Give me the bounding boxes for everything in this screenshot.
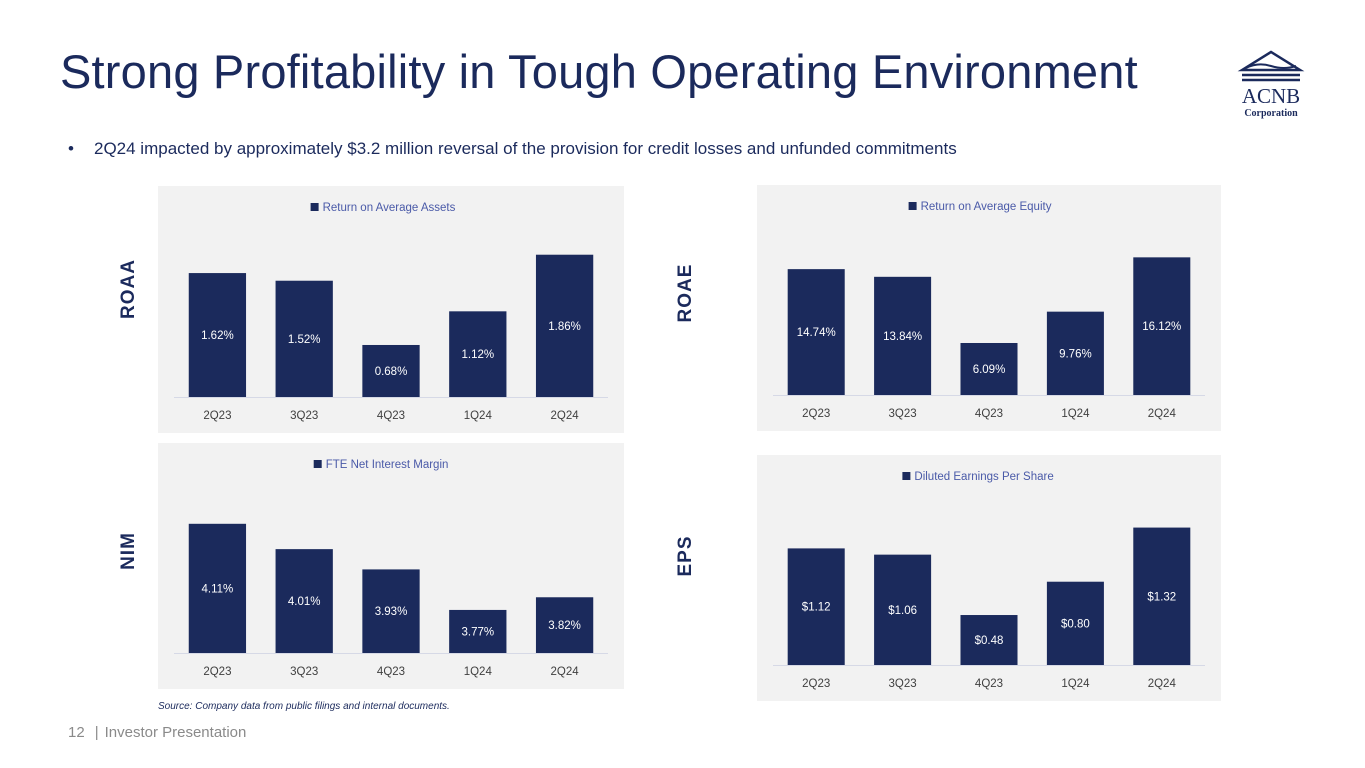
data-label: 3.82%: [548, 620, 581, 632]
side-label-roaa: ROAA: [118, 259, 139, 319]
bar-3q23: [874, 276, 932, 395]
bar-1q24: [449, 609, 507, 653]
bar-2q24: [1133, 527, 1191, 665]
acnb-logo: ACNB Corporation: [1237, 50, 1305, 119]
bar-3q23: [275, 549, 333, 653]
chart-roae: Return on Average Equity 14.74% 2Q23 13.84%…: [773, 201, 1205, 420]
x-tick-label: 2Q23: [802, 678, 830, 690]
source-note: Source: Company data from public filings…: [158, 701, 450, 712]
legend-label: Return on Average Equity: [921, 201, 1052, 213]
x-tick-label: 2Q24: [1148, 408, 1177, 420]
legend-label: Diluted Earnings Per Share: [914, 471, 1053, 483]
bullet-text: 2Q24 impacted by approximately $3.2 mill…: [94, 139, 957, 158]
side-label-nim: NIM: [118, 532, 139, 570]
x-tick-label: 2Q24: [1148, 678, 1177, 690]
legend-swatch: [313, 460, 322, 468]
footer-separator: |: [94, 724, 99, 741]
x-tick-label: 2Q23: [203, 666, 231, 678]
legend-label: FTE Net Interest Margin: [326, 459, 449, 471]
x-tick-label: 1Q24: [1061, 678, 1090, 690]
bar-3q23: [874, 554, 932, 665]
slide-title: Strong Profitability in Tough Operating …: [60, 45, 1138, 98]
logo-name: ACNB: [1242, 84, 1300, 108]
data-label: $0.80: [1061, 618, 1090, 630]
data-label: 9.76%: [1059, 348, 1092, 360]
footer: 12 | Investor Presentation: [68, 724, 246, 741]
data-label: $0.48: [975, 635, 1004, 647]
x-tick-label: 3Q23: [889, 408, 917, 420]
data-label: 6.09%: [973, 364, 1006, 376]
bar-2q24: [1133, 257, 1191, 395]
data-label: 16.12%: [1142, 321, 1181, 333]
chart-panel-nim: FTE Net Interest Margin 4.11% 2Q23 4.01% 3Q2…: [158, 443, 624, 689]
chart-panel-roaa: Return on Average Assets 1.62% 2Q23 1.52% 3Q…: [158, 186, 624, 433]
bar-4q23: [960, 342, 1018, 395]
data-label: 1.12%: [461, 349, 494, 361]
data-label: $1.06: [888, 605, 917, 617]
bar-4q23: [362, 344, 420, 397]
bank-roof-icon: [1237, 50, 1305, 82]
legend-swatch: [902, 472, 911, 480]
data-label: 4.01%: [288, 596, 321, 608]
bar-1q24: [449, 311, 507, 397]
x-tick-label: 4Q23: [377, 410, 405, 422]
data-label: 1.86%: [548, 321, 581, 333]
data-label: 4.11%: [202, 583, 234, 595]
data-label: 3.93%: [375, 606, 408, 618]
legend-label: Return on Average Assets: [323, 202, 456, 214]
bar-2q23: [787, 269, 845, 395]
x-tick-label: 1Q24: [464, 666, 493, 678]
bar-3q23: [275, 280, 333, 397]
bullet-point: • 2Q24 impacted by approximately $3.2 mil…: [68, 139, 957, 159]
bar-1q24: [1046, 311, 1104, 395]
chart-panel-eps: Diluted Earnings Per Share $1.12 2Q23 $1.06…: [757, 455, 1221, 701]
page-number: 12: [68, 724, 85, 741]
side-label-roae: ROAE: [675, 263, 696, 323]
data-label: 13.84%: [883, 331, 922, 343]
x-tick-label: 4Q23: [377, 666, 405, 678]
bar-1q24: [1046, 581, 1104, 665]
chart-nim: FTE Net Interest Margin 4.11% 2Q23 4.01% 3Q2…: [174, 459, 608, 678]
bar-2q23: [787, 548, 845, 665]
bar-2q24: [535, 597, 594, 653]
bar-4q23: [960, 615, 1018, 665]
bar-2q24: [535, 254, 594, 397]
legend-swatch: [310, 203, 319, 211]
chart-panel-roae: Return on Average Equity 14.74% 2Q23 13.84%…: [757, 185, 1221, 431]
data-label: 0.68%: [375, 366, 408, 378]
x-tick-label: 2Q23: [203, 410, 231, 422]
x-tick-label: 3Q23: [290, 666, 318, 678]
bullet-marker: •: [68, 139, 74, 158]
bar-2q23: [188, 273, 247, 397]
data-label: 1.52%: [288, 334, 321, 346]
chart-eps: Diluted Earnings Per Share $1.12 2Q23 $1.06…: [773, 471, 1205, 690]
bar-4q23: [362, 569, 420, 653]
footer-text: Investor Presentation: [104, 724, 247, 741]
bar-2q23: [188, 523, 247, 653]
data-label: 1.62%: [201, 330, 234, 342]
x-tick-label: 4Q23: [975, 678, 1003, 690]
data-label: 14.74%: [797, 327, 836, 339]
chart-roaa: Return on Average Assets 1.62% 2Q23 1.52% 3Q…: [174, 202, 608, 422]
legend-swatch: [908, 202, 917, 210]
logo-sub: Corporation: [1244, 108, 1298, 119]
x-tick-label: 2Q24: [551, 410, 580, 422]
x-tick-label: 1Q24: [464, 410, 493, 422]
x-tick-label: 3Q23: [889, 678, 917, 690]
data-label: $1.12: [802, 602, 831, 614]
x-tick-label: 3Q23: [290, 410, 318, 422]
x-tick-label: 4Q23: [975, 408, 1003, 420]
x-tick-label: 2Q24: [551, 666, 580, 678]
x-tick-label: 1Q24: [1061, 408, 1090, 420]
data-label: 3.77%: [461, 626, 494, 638]
data-label: $1.32: [1147, 591, 1176, 603]
side-label-eps: EPS: [675, 535, 696, 577]
x-tick-label: 2Q23: [802, 408, 830, 420]
